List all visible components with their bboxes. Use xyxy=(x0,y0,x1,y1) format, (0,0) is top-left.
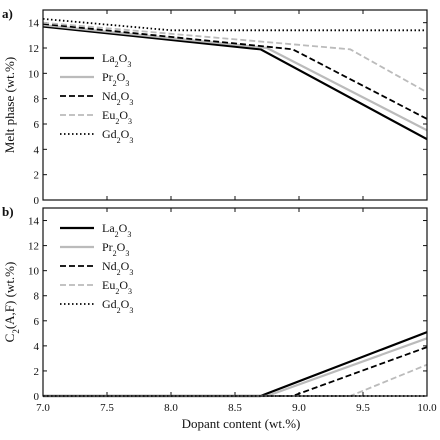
panel-label: a) xyxy=(2,6,13,21)
y-tick-label: 0 xyxy=(34,195,40,207)
legend-label: Eu2O3 xyxy=(102,278,132,296)
series-line-pr2o3 xyxy=(42,24,428,132)
y-axis-label: C2(A,F) (wt.%) xyxy=(2,262,21,343)
legend-label: Pr2O3 xyxy=(102,70,129,88)
y-tick-label: 4 xyxy=(34,144,40,156)
y-tick-label: 0 xyxy=(34,391,40,403)
y-tick-label: 6 xyxy=(34,119,40,131)
x-tick-label: 7.0 xyxy=(36,402,50,414)
y-tick-label: 6 xyxy=(34,316,40,328)
y-tick-label: 2 xyxy=(34,366,40,378)
chart-panel-1: 0 2 4 6 8 10 12 14 a) Melt phase (wt.%) La2O3Pr2O3… xyxy=(2,6,428,207)
x-axis-label: Dopant content (wt.%) xyxy=(182,416,301,431)
series-line-gd2o3 xyxy=(42,18,427,32)
legend-label: La2O3 xyxy=(102,221,131,239)
legend-label: Gd2O3 xyxy=(102,127,133,145)
y-tick-label: 12 xyxy=(28,241,39,253)
y-tick-label: 12 xyxy=(28,43,39,55)
y-tick-label: 14 xyxy=(28,216,40,228)
x-tick-label: 7.5 xyxy=(100,402,114,414)
y-tick-label: 8 xyxy=(34,291,40,303)
x-tick-label: 9.0 xyxy=(292,402,306,414)
y-tick-label: 14 xyxy=(28,18,40,30)
y-tick-label: 8 xyxy=(34,94,40,106)
x-tick-label: 9.5 xyxy=(356,402,370,414)
legend-label: Nd2O3 xyxy=(102,259,133,277)
series-line-eu2o3 xyxy=(42,21,428,94)
chart-panel-2: 0 2 4 6 8 10 12 14 7.0 7.5 8.0 8.5 9.0 9.5 10.0 b) C2(A,… xyxy=(2,204,437,414)
series-line-la2o3 xyxy=(42,25,428,141)
y-tick-label: 10 xyxy=(28,68,40,80)
x-tick-label: 10.0 xyxy=(417,402,437,414)
y-tick-label: 10 xyxy=(28,266,40,278)
legend-label: Gd2O3 xyxy=(102,297,133,315)
x-tick-label: 8.5 xyxy=(228,402,242,414)
legend-label: La2O3 xyxy=(102,51,131,69)
plot-frame xyxy=(42,9,428,201)
legend-label: Pr2O3 xyxy=(102,240,129,258)
panel-label: b) xyxy=(2,204,14,219)
x-tick-label: 8.0 xyxy=(164,402,178,414)
y-axis-label: Melt phase (wt.%) xyxy=(2,57,17,153)
series-line-nd2o3 xyxy=(42,23,428,120)
legend-label: Eu2O3 xyxy=(102,108,132,126)
plot-frame xyxy=(42,207,428,397)
y-tick-label: 2 xyxy=(34,170,40,182)
y-tick-label: 4 xyxy=(34,341,40,353)
series-line-la2o3 xyxy=(43,331,428,398)
series-line-eu2o3 xyxy=(43,363,428,397)
legend-label: Nd2O3 xyxy=(102,89,133,107)
